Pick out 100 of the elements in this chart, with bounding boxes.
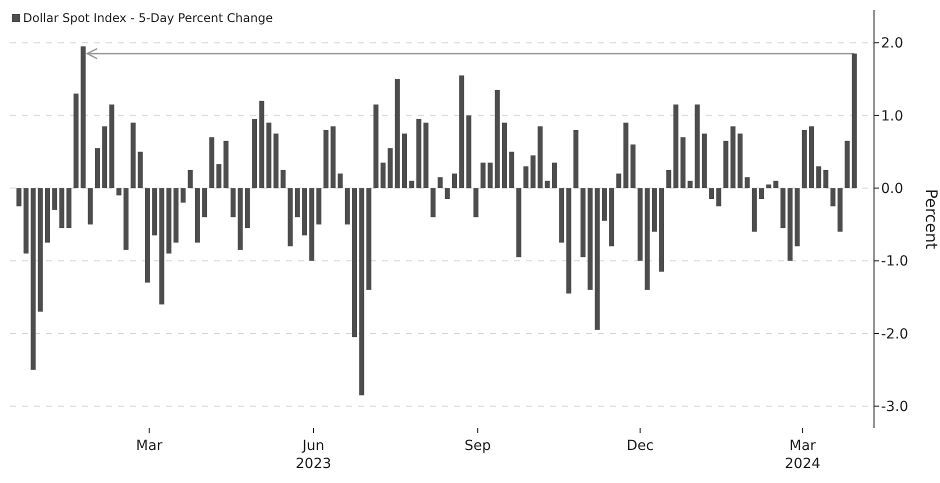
bar <box>88 188 93 224</box>
y-tick-label: 1.0 <box>881 108 904 124</box>
bar <box>702 134 707 188</box>
bar <box>673 104 678 188</box>
bar <box>323 130 328 188</box>
bar <box>102 126 108 188</box>
bar <box>252 119 258 188</box>
bar <box>752 188 757 232</box>
x-tick-label: Dec <box>626 438 654 454</box>
bar <box>459 75 464 188</box>
bar <box>224 140 228 188</box>
bar <box>402 134 408 188</box>
bar <box>180 188 186 203</box>
bar <box>552 162 557 188</box>
bar <box>352 188 358 338</box>
x-tick-label: Jun 2023 <box>296 438 332 472</box>
bar <box>309 188 314 261</box>
bar <box>344 188 350 224</box>
bar <box>416 119 422 188</box>
bar <box>794 188 800 246</box>
bar <box>338 174 343 188</box>
bar <box>630 144 636 188</box>
bar <box>716 188 722 206</box>
bar <box>444 188 450 200</box>
bar <box>730 126 736 188</box>
bar <box>652 188 657 232</box>
bar <box>638 188 643 261</box>
bar <box>138 152 143 188</box>
bar <box>809 126 814 188</box>
bar <box>723 140 728 188</box>
bar <box>659 188 664 272</box>
bar <box>688 180 693 188</box>
legend-label: Dollar Spot Index - 5-Day Percent Change <box>23 11 273 25</box>
x-tick-label: Mar <box>136 438 163 454</box>
bar <box>238 188 243 250</box>
bar <box>288 188 293 246</box>
bar <box>523 166 528 188</box>
bar <box>609 188 614 246</box>
bar <box>823 170 828 188</box>
bar <box>852 54 857 188</box>
bar <box>588 188 593 290</box>
bar <box>538 126 543 188</box>
bar <box>409 180 414 188</box>
bar <box>666 170 672 188</box>
bar <box>559 188 564 243</box>
bar <box>816 166 822 188</box>
bar <box>473 188 478 218</box>
bar <box>616 174 622 188</box>
bar <box>766 184 772 188</box>
bar <box>188 170 193 188</box>
bar <box>438 177 443 188</box>
bar <box>838 188 843 232</box>
bar <box>302 188 308 236</box>
bar <box>74 94 79 188</box>
bar <box>573 130 578 188</box>
bar <box>244 188 250 228</box>
bar <box>830 188 836 206</box>
bar <box>194 188 200 243</box>
bar <box>66 188 72 228</box>
bar <box>530 155 536 188</box>
bar <box>802 130 807 188</box>
bar <box>116 188 122 196</box>
bar <box>144 188 150 283</box>
y-tick-label: -1.0 <box>881 254 908 270</box>
bar <box>502 122 507 188</box>
bar <box>280 170 286 188</box>
bar <box>294 188 300 218</box>
y-axis-title: Percent <box>922 188 940 250</box>
bar <box>466 115 472 188</box>
bar <box>680 137 686 188</box>
bar <box>373 104 378 188</box>
bar <box>380 162 386 188</box>
bar <box>109 104 114 188</box>
bar <box>388 148 393 188</box>
bar <box>744 177 750 188</box>
bar <box>644 188 650 290</box>
bar <box>452 174 457 188</box>
bar <box>130 122 136 188</box>
bar <box>602 188 607 221</box>
bar <box>773 180 778 188</box>
bar <box>230 188 236 218</box>
bar <box>594 188 600 330</box>
bar <box>488 162 493 188</box>
bar <box>430 188 436 218</box>
bar <box>94 148 100 188</box>
bar <box>738 134 743 188</box>
bar <box>423 122 428 188</box>
bar <box>330 126 336 188</box>
bar <box>844 140 850 188</box>
bar <box>30 188 36 370</box>
bar <box>394 79 400 188</box>
y-tick-label: -3.0 <box>881 399 908 416</box>
bar <box>16 188 22 206</box>
bar <box>509 152 514 188</box>
bar <box>788 188 793 261</box>
bar <box>152 188 158 236</box>
bar <box>259 100 264 188</box>
bar <box>159 188 164 304</box>
bar <box>316 188 322 224</box>
bar <box>359 188 364 396</box>
